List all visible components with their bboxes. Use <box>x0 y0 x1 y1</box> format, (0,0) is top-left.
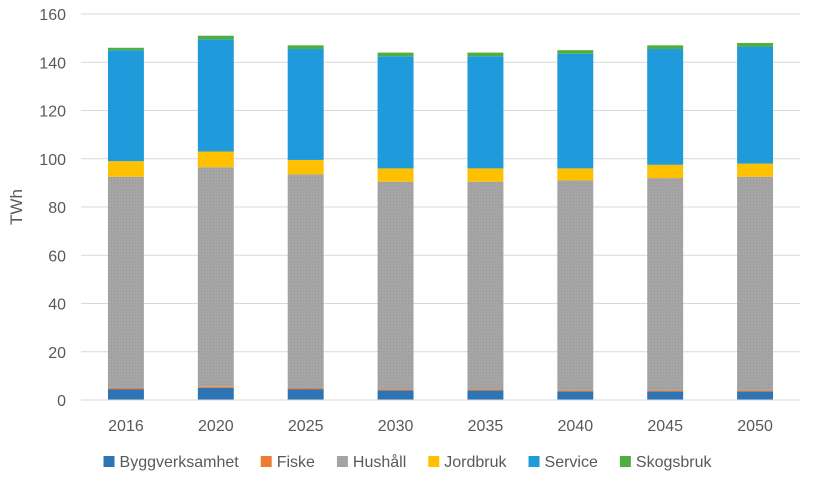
legend-swatch-fiske <box>260 456 272 467</box>
x-axis-ticks: 2016 2020 2025 2030 2035 2040 2045 2050 <box>108 418 773 435</box>
bar-segment-byggverksamhet-2040 <box>557 391 594 400</box>
bars <box>107 35 774 400</box>
bar-segment-jordbruk-2040 <box>557 168 594 181</box>
bar-segment-hushåll-2050 <box>737 176 774 391</box>
bar-segment-fiske-2025 <box>287 387 324 390</box>
bar-segment-skogsbruk-2020 <box>197 35 234 40</box>
bar-segment-fiske-2035 <box>467 389 504 391</box>
legend-label: Jordbruk <box>444 454 507 471</box>
bar-stack-2045 <box>647 45 684 400</box>
bar-segment-byggverksamhet-2050 <box>737 391 774 400</box>
bar-segment-skogsbruk-2016 <box>107 47 144 51</box>
legend-label: Hushåll <box>353 453 406 471</box>
bar-segment-jordbruk-2030 <box>377 168 414 182</box>
bar-segment-jordbruk-2045 <box>647 164 684 179</box>
bar-segment-fiske-2045 <box>647 390 684 392</box>
x-tick-label: 2030 <box>378 418 414 435</box>
y-tick-label: 120 <box>39 104 66 121</box>
legend-swatch-skogsbruk <box>619 456 631 467</box>
x-tick-label: 2040 <box>558 418 594 435</box>
x-tick-label: 2025 <box>288 418 324 435</box>
legend-label: Byggverksamhet <box>120 454 240 471</box>
bar-stack-2016 <box>107 47 144 400</box>
bar-segment-byggverksamhet-2025 <box>287 389 324 400</box>
bar-segment-skogsbruk-2035 <box>467 52 504 57</box>
legend: Byggverksamhet Fiske Hushåll Jordbruk Servic… <box>103 453 713 471</box>
bar-stack-2025 <box>287 45 324 400</box>
bar-segment-service-2050 <box>737 46 774 164</box>
bar-segment-jordbruk-2050 <box>737 163 774 177</box>
x-tick-label: 2050 <box>737 418 773 435</box>
bar-segment-hushåll-2040 <box>557 180 594 391</box>
x-tick-label: 2045 <box>647 418 683 435</box>
bar-segment-jordbruk-2025 <box>287 159 324 175</box>
bar-segment-jordbruk-2020 <box>197 151 234 168</box>
bar-segment-jordbruk-2035 <box>467 168 504 182</box>
legend-label: Service <box>545 454 598 471</box>
bar-segment-byggverksamhet-2030 <box>377 390 414 400</box>
bar-segment-fiske-2030 <box>377 389 414 391</box>
x-tick-label: 2016 <box>108 418 144 435</box>
bar-segment-byggverksamhet-2035 <box>467 390 504 400</box>
bar-segment-skogsbruk-2025 <box>287 45 324 49</box>
bar-segment-service-2020 <box>197 39 234 152</box>
legend-swatch-jordbruk <box>428 456 440 467</box>
y-tick-label: 160 <box>39 7 66 24</box>
bar-segment-byggverksamhet-2045 <box>647 391 684 400</box>
bar-segment-jordbruk-2016 <box>107 161 144 177</box>
bar-segment-hushåll-2030 <box>377 181 414 390</box>
y-tick-label: 20 <box>48 345 66 362</box>
y-tick-label: 100 <box>39 152 66 169</box>
bar-segment-fiske-2020 <box>197 386 234 388</box>
bar-segment-byggverksamhet-2016 <box>107 389 144 400</box>
y-axis-title: TWh <box>7 189 26 225</box>
bar-segment-fiske-2040 <box>557 390 594 392</box>
bar-segment-skogsbruk-2045 <box>647 45 684 49</box>
bar-segment-hushåll-2035 <box>467 181 504 390</box>
y-axis-ticks: 0 20 40 60 80 100 120 140 160 <box>39 7 66 410</box>
y-tick-label: 0 <box>57 393 66 410</box>
y-tick-label: 140 <box>39 55 66 72</box>
bar-segment-byggverksamhet-2020 <box>197 387 234 400</box>
legend-label: Fiske <box>277 454 315 471</box>
bar-stack-2040 <box>557 50 594 400</box>
legend-swatch-byggverksamhet <box>103 456 115 467</box>
legend-label: Skogsbruk <box>636 454 713 471</box>
y-tick-label: 60 <box>48 248 66 265</box>
bar-stack-2035 <box>467 52 504 400</box>
bar-segment-hushåll-2016 <box>107 176 144 388</box>
bar-segment-service-2040 <box>557 53 594 169</box>
bar-stack-2020 <box>197 35 234 400</box>
legend-swatch-service <box>528 456 540 467</box>
gridlines <box>81 13 800 353</box>
bar-segment-service-2016 <box>107 50 144 162</box>
bar-segment-service-2045 <box>647 48 684 165</box>
bar-segment-service-2035 <box>467 56 504 169</box>
bar-segment-hushåll-2020 <box>197 167 234 387</box>
bar-stack-2030 <box>377 52 414 400</box>
bar-segment-skogsbruk-2050 <box>737 42 774 47</box>
bar-segment-hushåll-2045 <box>647 178 684 391</box>
x-tick-label: 2035 <box>468 418 504 435</box>
bar-segment-fiske-2016 <box>107 387 144 390</box>
bar-segment-hushåll-2025 <box>287 174 324 388</box>
bar-segment-skogsbruk-2040 <box>557 50 594 54</box>
bar-segment-fiske-2050 <box>737 390 774 392</box>
bar-segment-skogsbruk-2030 <box>377 52 414 57</box>
y-tick-label: 80 <box>48 200 66 217</box>
bar-segment-service-2025 <box>287 48 324 160</box>
legend-swatch-hushåll <box>336 456 348 467</box>
y-tick-label: 40 <box>48 297 66 314</box>
bar-segment-service-2030 <box>377 56 414 169</box>
bar-stack-2050 <box>737 42 774 400</box>
x-tick-label: 2020 <box>198 418 234 435</box>
